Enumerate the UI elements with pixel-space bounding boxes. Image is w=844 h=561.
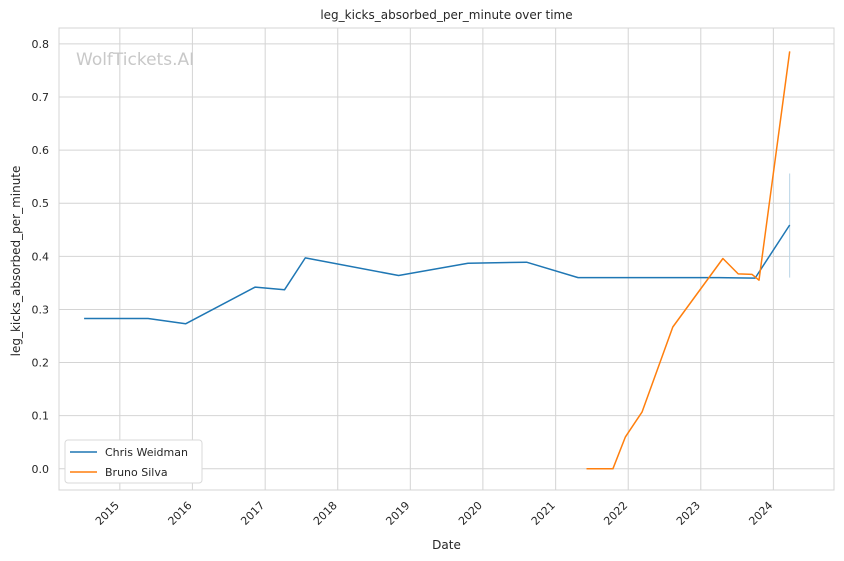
y-axis-label: leg_kicks_absorbed_per_minute	[9, 166, 23, 357]
chart-title: leg_kicks_absorbed_per_minute over time	[320, 8, 572, 22]
plot-area	[58, 27, 835, 491]
y-tick-label: 0.6	[32, 144, 50, 157]
x-axis-label: Date	[432, 538, 461, 552]
x-tick-label: 2021	[529, 499, 558, 528]
x-tick-label: 2017	[238, 499, 267, 528]
series-line-chris-weidman	[84, 224, 791, 325]
x-tick-label: 2015	[93, 499, 122, 528]
y-tick-label: 0.5	[32, 197, 50, 210]
y-tick-label: 0.8	[32, 38, 50, 51]
series-line-bruno-silva	[586, 51, 791, 470]
y-tick-label: 0.2	[32, 357, 50, 370]
series-layer	[84, 51, 791, 470]
watermark-logo: WolfTickets.AI	[76, 50, 194, 70]
y-tick-label: 0.1	[32, 410, 50, 423]
legend-label: Chris Weidman	[105, 446, 188, 459]
x-tick-label: 2016	[166, 499, 195, 528]
grid-lines	[59, 28, 834, 490]
x-tick-label: 2019	[383, 499, 412, 528]
y-tick-label: 0.0	[32, 463, 50, 476]
x-tick-label: 2020	[456, 499, 485, 528]
legend-box	[64, 439, 203, 484]
y-axis-ticks: 0.0 0.1 0.2 0.3 0.4 0.5 0.6 0.7 0.8	[32, 38, 50, 476]
x-tick-label: 2023	[674, 499, 703, 528]
x-tick-label: 2024	[746, 499, 775, 528]
legend-label: Bruno Silva	[105, 466, 168, 479]
x-axis-ticks: 2015 2016 2017 2018 2019 2020 2021 2022 2023 2024	[93, 499, 776, 528]
x-tick-label: 2018	[311, 499, 340, 528]
x-tick-label: 2022	[601, 499, 630, 528]
y-tick-label: 0.7	[32, 91, 50, 104]
y-tick-label: 0.3	[32, 303, 50, 316]
y-tick-label: 0.4	[32, 250, 50, 263]
legend: Chris Weidman Bruno Silva	[64, 439, 203, 484]
